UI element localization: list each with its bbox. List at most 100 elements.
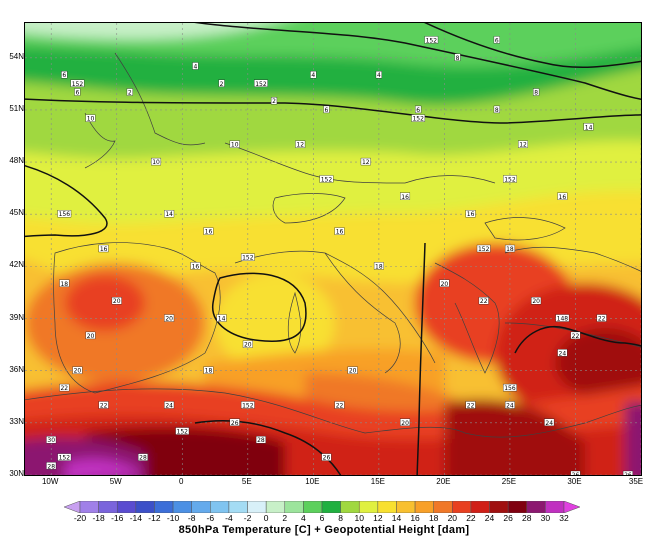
colorbar-cell bbox=[507, 500, 528, 514]
latitude-tick-label: 51N bbox=[9, 103, 24, 113]
svg-text:8: 8 bbox=[456, 55, 460, 62]
temperature-value-label: 20 bbox=[400, 418, 411, 427]
svg-text:24: 24 bbox=[559, 350, 567, 357]
latitude-tick-label: 45N bbox=[9, 208, 24, 218]
svg-text:18: 18 bbox=[205, 368, 213, 375]
svg-text:20: 20 bbox=[532, 298, 540, 305]
svg-text:24: 24 bbox=[545, 420, 553, 427]
temperature-value-label: 18 bbox=[203, 366, 214, 375]
colorbar-tick-label: -14 bbox=[129, 513, 142, 523]
colorbar-tick-label: 2 bbox=[282, 513, 288, 523]
svg-text:16: 16 bbox=[336, 229, 344, 236]
colorbar-tick-label: 4 bbox=[301, 513, 306, 523]
colorbar-cell bbox=[172, 500, 192, 514]
colorbar-high-arrow bbox=[563, 500, 581, 514]
temperature-value-label: 12 bbox=[295, 140, 306, 149]
svg-text:14: 14 bbox=[585, 124, 593, 131]
temperature-value-label: 26 bbox=[570, 470, 581, 475]
temperature-value-label: 28 bbox=[138, 453, 148, 462]
colorbar-tick-label: -16 bbox=[111, 513, 124, 523]
longitude-tick-label: 5W bbox=[109, 477, 122, 486]
temperature-value-label: 22 bbox=[59, 383, 70, 392]
temperature-map: 6610242246468868121410121210141616161616… bbox=[25, 23, 641, 475]
colorbar-tick-label: -6 bbox=[206, 513, 215, 523]
svg-text:18: 18 bbox=[60, 281, 68, 288]
svg-text:4: 4 bbox=[311, 72, 315, 79]
temperature-value-label: 26 bbox=[321, 453, 332, 462]
colorbar-cell bbox=[489, 500, 509, 514]
svg-text:22: 22 bbox=[336, 402, 344, 409]
longitude-tick-label: 30E bbox=[567, 477, 582, 486]
svg-text:16: 16 bbox=[192, 263, 200, 270]
height-value-label: 152 bbox=[175, 427, 190, 436]
temperature-value-label: 16 bbox=[98, 244, 109, 253]
temperature-value-label: 20 bbox=[242, 340, 253, 349]
colorbar-cell bbox=[377, 500, 397, 514]
height-value-label: 152 bbox=[476, 244, 491, 253]
colorbar-tick-label: 18 bbox=[428, 513, 439, 523]
colorbar-tick-label: 12 bbox=[373, 513, 383, 523]
colorbar-cell bbox=[545, 500, 565, 514]
svg-text:10: 10 bbox=[87, 116, 95, 123]
temperature-value-label: 22 bbox=[98, 401, 109, 409]
svg-text:16: 16 bbox=[401, 194, 409, 201]
colorbar-tick-label: -2 bbox=[243, 513, 252, 523]
svg-text:30: 30 bbox=[47, 437, 55, 444]
colorbar bbox=[63, 500, 581, 514]
svg-text:16: 16 bbox=[205, 229, 213, 236]
temperature-value-label: 20 bbox=[164, 314, 175, 323]
temperature-value-label: 4 bbox=[310, 71, 317, 79]
value-labels: 6610242246468868121410121210141616161616… bbox=[46, 36, 633, 475]
temperature-value-label: 10 bbox=[85, 114, 96, 123]
temperature-value-label: 14 bbox=[164, 210, 175, 218]
temperature-value-label: 16 bbox=[465, 210, 476, 218]
temperature-value-label: 4 bbox=[375, 71, 382, 79]
svg-text:22: 22 bbox=[60, 385, 68, 392]
colorbar-tick-label: 30 bbox=[540, 513, 551, 523]
svg-text:12: 12 bbox=[296, 142, 304, 149]
colorbar-cell bbox=[284, 500, 304, 514]
temperature-value-label: 10 bbox=[229, 140, 240, 149]
temperature-value-label: 18 bbox=[373, 262, 384, 270]
svg-text:18: 18 bbox=[506, 246, 514, 253]
map-frame: 6 6 10 2 4 2 2 4 6 4 6 8 8 6 8 12 14 10 12 12 10 14 16 16 16 16 16… bbox=[24, 22, 642, 476]
svg-text:20: 20 bbox=[401, 420, 409, 427]
height-value-label: 152 bbox=[240, 253, 255, 262]
height-value-label: 152 bbox=[319, 175, 334, 183]
svg-text:24: 24 bbox=[506, 402, 514, 409]
temperature-value-label: 18 bbox=[504, 244, 515, 253]
colorbar-cell bbox=[210, 500, 230, 514]
svg-text:16: 16 bbox=[559, 194, 567, 201]
colorbar-cell bbox=[358, 500, 379, 514]
temperature-value-label: 26 bbox=[229, 418, 240, 427]
temperature-value-label: 16 bbox=[334, 227, 345, 236]
temperature-value-label: 8 bbox=[454, 53, 461, 62]
height-value-label: 156 bbox=[503, 383, 517, 392]
colorbar-tick-label: 20 bbox=[447, 513, 458, 523]
svg-text:152: 152 bbox=[321, 176, 333, 183]
svg-text:20: 20 bbox=[87, 333, 95, 340]
temperature-value-label: 26 bbox=[622, 470, 633, 475]
latitude-tick-label: 36N bbox=[9, 364, 24, 374]
height-value-label: 152 bbox=[240, 401, 255, 409]
temperature-value-label: 6 bbox=[61, 71, 68, 79]
temperature-value-label: 24 bbox=[557, 349, 568, 357]
svg-text:4: 4 bbox=[193, 63, 197, 70]
height-value-label: 152 bbox=[424, 36, 439, 44]
colorbar-cell bbox=[191, 500, 211, 514]
colorbar-cell bbox=[470, 500, 490, 514]
colorbar-tick-label: -12 bbox=[148, 513, 161, 523]
colorbar-cell bbox=[265, 500, 286, 514]
svg-text:10: 10 bbox=[231, 142, 239, 149]
colorbar-tick-label: -20 bbox=[73, 513, 87, 523]
svg-text:152: 152 bbox=[72, 81, 84, 88]
latitude-tick-label: 33N bbox=[9, 416, 24, 426]
svg-text:2: 2 bbox=[128, 90, 132, 97]
svg-text:22: 22 bbox=[598, 316, 606, 323]
svg-text:8: 8 bbox=[495, 107, 499, 114]
temperature-value-label: 20 bbox=[439, 279, 450, 288]
height-value-label: 148 bbox=[555, 314, 570, 323]
colorbar-tick-label: 26 bbox=[503, 513, 513, 523]
svg-text:6: 6 bbox=[325, 107, 329, 114]
temperature-value-label: 2 bbox=[218, 79, 225, 88]
